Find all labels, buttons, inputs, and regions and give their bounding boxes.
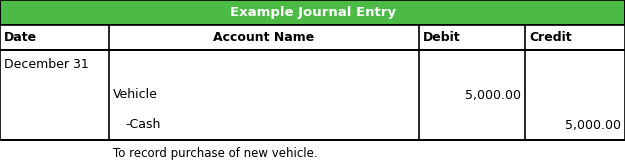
Text: Date: Date <box>4 31 37 44</box>
Text: 5,000.00: 5,000.00 <box>465 89 521 102</box>
Text: Example Journal Entry: Example Journal Entry <box>229 6 396 19</box>
Text: -Cash: -Cash <box>126 119 161 131</box>
Bar <box>0 0 625 25</box>
Text: Credit: Credit <box>529 31 572 44</box>
Text: Vehicle: Vehicle <box>113 89 158 102</box>
Bar <box>0 25 625 50</box>
Text: December 31: December 31 <box>4 58 89 71</box>
Text: Debit: Debit <box>422 31 461 44</box>
Text: Account Name: Account Name <box>214 31 315 44</box>
Text: 5,000.00: 5,000.00 <box>565 119 621 131</box>
Text: To record purchase of new vehicle.: To record purchase of new vehicle. <box>113 147 318 160</box>
